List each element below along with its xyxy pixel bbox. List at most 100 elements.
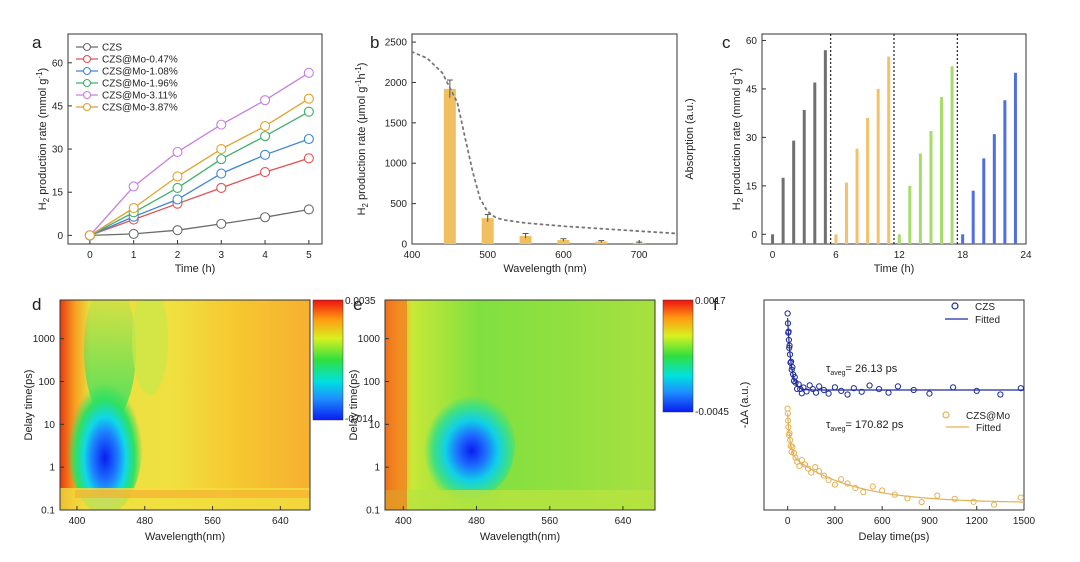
- panel-f-point-mo: [838, 476, 845, 483]
- panel-c-bar: [918, 153, 922, 244]
- panel-c-bar: [992, 134, 996, 244]
- panel-a-point: [216, 168, 227, 179]
- panel-e-ytick-label: 100: [363, 377, 380, 388]
- panel-f-point-mo: [785, 424, 792, 431]
- panel-e-ytick-label: 1000: [358, 334, 381, 345]
- panel-c-bar: [940, 97, 944, 244]
- panel-e-ylabel: Delay time(ps): [348, 370, 360, 441]
- panel-a-point: [216, 144, 227, 155]
- panel-letter-b: b: [370, 33, 379, 52]
- panel-f-point-czs: [803, 388, 810, 395]
- panel-f-point-czs: [784, 310, 791, 317]
- panel-a-legend-label: CZS@Mo-3.11%: [102, 91, 177, 102]
- panel-b-bar-chart: 400 500 600 700 0 500 1000 1500 2000 2500 Wavelen…: [354, 33, 696, 275]
- panel-a-frame: [67, 33, 323, 245]
- panel-f-ylabel: -ΔA (a.u.): [739, 382, 751, 428]
- panel-c-bar: [961, 234, 965, 244]
- panel-e-background: [385, 300, 655, 510]
- panel-a-ytick-label: 45: [52, 101, 64, 112]
- panel-f-point-czs: [831, 384, 839, 391]
- panel-a-legend-marker: [82, 90, 92, 100]
- panel-b-ytick-label: 1000: [385, 159, 408, 170]
- panel-d-ytick-label: 1: [49, 463, 55, 474]
- panel-f-point-czs: [997, 391, 1004, 398]
- panel-f-xlabel: Delay time(ps): [859, 531, 930, 543]
- panel-f-point-czs: [844, 391, 851, 398]
- panel-f-tau-czs-value: = 26.13 ps: [846, 363, 898, 375]
- panel-f-point-czs: [825, 390, 832, 397]
- panel-f-point-mo: [805, 465, 812, 472]
- panel-c-bar: [897, 234, 901, 244]
- panel-e-xtick-label: 400: [395, 516, 412, 527]
- panel-c-xtick-label: 24: [1020, 250, 1032, 261]
- panel-f-point-mo: [785, 417, 792, 424]
- panel-c-bar-chart: 0 6 12 18 24 0 15 30 45 60 Time (h) H2 production…: [729, 33, 1032, 275]
- panel-c-bar: [866, 118, 870, 244]
- panel-c-bar: [792, 140, 796, 244]
- panel-c-bar: [887, 56, 891, 244]
- panel-f-frame: [763, 299, 1025, 511]
- panel-a-ytick-label: 30: [52, 145, 64, 156]
- panel-f-point-czs: [885, 389, 892, 396]
- panel-f-legend-mo: CZS@Mo: [966, 411, 1010, 422]
- panel-f-point-mo: [812, 463, 819, 471]
- panel-c-bar: [950, 66, 954, 244]
- panel-c-ylabel: H2 production rate (mmol g-1): [729, 68, 745, 210]
- panel-a-legend: CZSCZS@Mo-0.47%CZS@Mo-1.08%CZS@Mo-1.96%C…: [76, 43, 178, 114]
- panel-f-point-czs: [789, 363, 796, 371]
- panel-a-legend-label: CZS@Mo-1.08%: [102, 67, 178, 78]
- panel-b-xtick-label: 500: [479, 250, 496, 261]
- panel-d-xtick-label: 480: [136, 516, 153, 527]
- panel-e-left-strip: [385, 300, 407, 510]
- panel-a-point: [260, 149, 271, 160]
- panel-d-xlabel: Wavelength(nm): [145, 531, 225, 543]
- panel-b-bar: [519, 235, 532, 244]
- panel-d-colorbar-min: -0.014: [345, 414, 374, 425]
- panel-e-colorbar-min: -0.0045: [695, 407, 729, 418]
- panel-e-ytick-label: 10: [369, 420, 381, 431]
- panel-letter-d: d: [32, 295, 41, 314]
- panel-d-plume-right: [132, 300, 168, 395]
- panel-c-bar: [771, 234, 775, 244]
- panel-c-xtick-label: 12: [894, 250, 906, 261]
- panel-f-legend-czs-fit: Fitted: [975, 315, 1000, 326]
- panel-c-xtick-label: 18: [957, 250, 969, 261]
- panel-b-xtick-label: 700: [631, 250, 648, 261]
- panel-d-ytick-label: 1000: [33, 334, 56, 345]
- panel-f-point-mo: [816, 468, 823, 475]
- panel-b-absorption-curve: [411, 50, 678, 235]
- panel-a-series-line: [89, 138, 310, 236]
- panel-a-point: [260, 131, 271, 142]
- panel-c-bar: [971, 190, 975, 244]
- panel-f-point-mo: [796, 462, 803, 470]
- panel-f-legend-czs-marker: [951, 302, 959, 310]
- panel-c-xlabel: Time (h): [874, 263, 915, 275]
- panel-a-point: [303, 133, 314, 145]
- panel-f-point-czs: [858, 388, 865, 395]
- panel-d-xtick-label: 560: [204, 516, 221, 527]
- panel-c-bar: [1003, 100, 1007, 244]
- panel-f-xtick-label: 900: [921, 516, 938, 527]
- panel-c-xtick-label: 6: [833, 250, 839, 261]
- panel-a-xtick-label: 0: [87, 250, 93, 261]
- panel-f-xtick-label: 300: [827, 516, 844, 527]
- panel-f-point-czs: [790, 377, 798, 385]
- panel-a-xtick-label: 4: [262, 250, 268, 261]
- panel-c-bar: [781, 177, 785, 244]
- panel-f-point-mo: [784, 410, 791, 417]
- panel-f-point-mo: [879, 487, 886, 494]
- panel-f-xtick-label: 0: [785, 516, 791, 527]
- panel-c-bar: [876, 88, 880, 244]
- panel-c-ytick-label: 45: [746, 84, 758, 95]
- panel-f-point-mo: [789, 443, 796, 451]
- panel-a-point: [216, 218, 227, 229]
- panel-a-point: [84, 230, 95, 241]
- panel-a-ytick-label: 15: [52, 188, 64, 199]
- panel-a-series-line: [89, 208, 310, 237]
- panel-a-point: [128, 228, 139, 239]
- panel-b-ylabel: H2 production rate (μmol g-1h-1): [354, 63, 370, 216]
- panel-f-point-mo: [852, 484, 859, 492]
- panel-a-legend-label: CZS: [102, 43, 122, 54]
- panel-f-point-czs: [820, 386, 827, 394]
